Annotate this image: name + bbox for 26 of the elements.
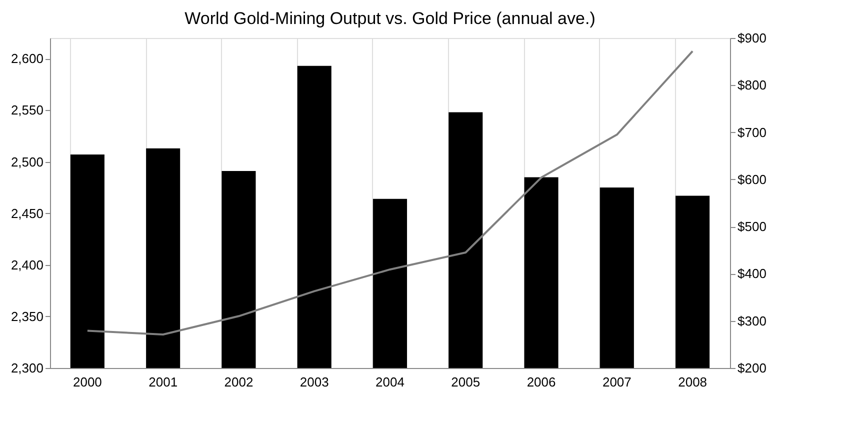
y2-tick-label: $900 [738, 30, 766, 46]
x-tick-label: 2007 [602, 374, 632, 390]
x-tick-label: 2005 [451, 374, 480, 390]
y-tick-label: 2,600 [10, 51, 44, 66]
chart-title: World Gold-Mining Output vs. Gold Price (annual ave.) [184, 9, 596, 28]
x-tick-label: 2006 [526, 374, 556, 390]
y2-tick-label: $800 [738, 78, 766, 93]
y-tick-label: 2,300 [10, 360, 44, 376]
y2-tick-label: $200 [738, 360, 766, 376]
y2-tick-label: $300 [738, 313, 766, 328]
x-tick-label: 2003 [300, 374, 329, 390]
x-tick-label: 2002 [224, 374, 254, 390]
y-tick-label: 2,450 [10, 206, 44, 221]
x-tick-label: 2001 [148, 374, 178, 390]
x-tick-label: 2008 [678, 374, 708, 390]
x-tick-label: 2000 [72, 374, 102, 390]
y2-tick-label: $400 [738, 266, 766, 282]
x-tick-label: 2004 [376, 374, 404, 390]
y2-tick-label: $700 [738, 124, 766, 140]
y-tick-label: 2,550 [10, 102, 44, 118]
line-series [86, 50, 694, 336]
y-tick-label: 2,350 [10, 308, 44, 324]
y-tick-label: 2,400 [10, 257, 44, 272]
y-tick-label: 2,500 [10, 154, 44, 170]
y2-tick-label: $500 [738, 219, 766, 234]
y2-tick-label: $600 [738, 172, 766, 187]
